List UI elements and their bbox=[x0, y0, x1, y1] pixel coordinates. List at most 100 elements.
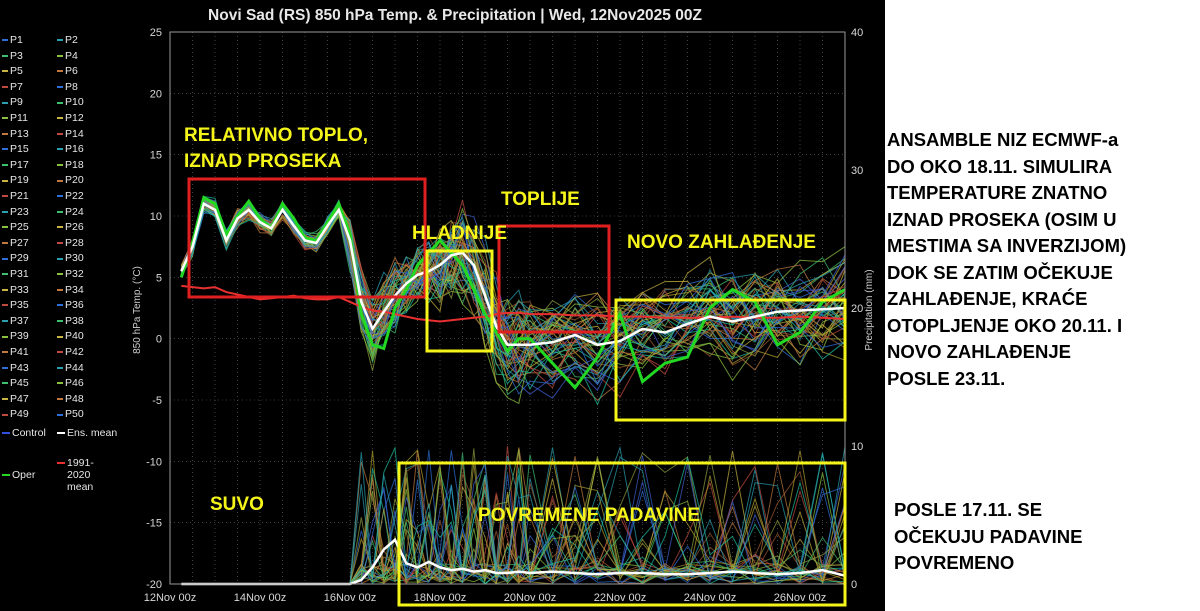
legend-label: P40 bbox=[65, 330, 84, 343]
y-right-tick-label: 20 bbox=[851, 303, 863, 315]
chart-panel: Novi Sad (RS) 850 hPa Temp. & Precipitat… bbox=[0, 0, 885, 611]
legend-label: P18 bbox=[65, 158, 84, 171]
legend-swatch bbox=[2, 382, 8, 385]
chart-title: Novi Sad (RS) 850 hPa Temp. & Precipitat… bbox=[208, 7, 702, 24]
y-right-tick-label: 30 bbox=[851, 165, 863, 177]
ens-mean-line bbox=[180, 201, 846, 347]
legend-swatch bbox=[2, 148, 8, 151]
climate-mean-line bbox=[181, 284, 846, 323]
x-tick-label: 16Nov 00z bbox=[324, 592, 377, 604]
legend-label: P8 bbox=[65, 80, 78, 93]
legend-item: P27 bbox=[2, 237, 29, 249]
y-tick-label: -5 bbox=[152, 395, 162, 407]
new-cooling-annotation: NOVO ZAHLAĐENJE bbox=[627, 232, 816, 253]
y-right-tick-label: 0 bbox=[851, 579, 857, 591]
legend-item: P3 bbox=[2, 50, 23, 62]
legend-label: P3 bbox=[10, 49, 23, 62]
legend-item: P45 bbox=[2, 377, 29, 389]
legend-item: P14 bbox=[57, 128, 84, 140]
y-tick-label: 20 bbox=[150, 88, 162, 100]
legend-swatch bbox=[57, 117, 63, 120]
legend-label: P2 bbox=[65, 34, 78, 46]
legend-swatch bbox=[57, 320, 63, 323]
side-note-line: POSLE 17.11. SE bbox=[894, 499, 1043, 520]
legend-swatch bbox=[57, 148, 63, 151]
y-tick-label: -10 bbox=[146, 456, 162, 468]
legend-label: P4 bbox=[65, 49, 78, 62]
y-right-tick-label: 40 bbox=[851, 27, 863, 39]
legend-item: P36 bbox=[57, 299, 84, 311]
legend-swatch bbox=[57, 179, 63, 182]
legend-label: P31 bbox=[10, 268, 29, 280]
legend-item: P44 bbox=[57, 362, 84, 374]
legend-swatch bbox=[2, 335, 8, 338]
legend-swatch bbox=[2, 474, 10, 477]
legend-swatch bbox=[2, 117, 8, 120]
legend-label: P23 bbox=[10, 205, 29, 218]
legend-label: P43 bbox=[10, 361, 29, 374]
legend-swatch bbox=[57, 462, 65, 465]
legend-label: P41 bbox=[10, 346, 29, 358]
legend-swatch bbox=[57, 210, 63, 213]
legend-swatch bbox=[2, 179, 8, 182]
legend-swatch bbox=[2, 195, 8, 198]
legend-label: P13 bbox=[10, 127, 29, 140]
x-tick-label: 20Nov 00z bbox=[504, 592, 557, 604]
legend-label: P34 bbox=[65, 283, 84, 296]
legend-label: P20 bbox=[65, 174, 84, 187]
legend-item: P2 bbox=[57, 34, 78, 46]
legend-item: P19 bbox=[2, 174, 29, 186]
legend-item: Ens. mean bbox=[57, 427, 117, 439]
legend-item: P37 bbox=[2, 315, 29, 327]
legend-label: Oper bbox=[12, 469, 36, 481]
legend-item: P15 bbox=[2, 143, 29, 155]
legend-label: P12 bbox=[65, 112, 84, 124]
legend-item: P18 bbox=[57, 159, 84, 171]
chart-svg: Novi Sad (RS) 850 hPa Temp. & Precipitat… bbox=[132, 7, 875, 607]
x-tick-label: 22Nov 00z bbox=[594, 592, 647, 604]
legend-item: P4 bbox=[57, 50, 78, 62]
legend-label: Ens. mean bbox=[67, 427, 118, 439]
legend-swatch bbox=[2, 226, 8, 229]
legend-swatch bbox=[57, 39, 63, 42]
legend-item: P31 bbox=[2, 268, 29, 280]
legend-label: P35 bbox=[10, 299, 29, 312]
legend-label: P9 bbox=[10, 96, 23, 109]
legend-swatch bbox=[57, 304, 63, 307]
legend-label: P14 bbox=[65, 127, 84, 140]
legend-item: P12 bbox=[57, 112, 84, 124]
legend-label: P1 bbox=[10, 34, 23, 46]
legend-swatch bbox=[2, 210, 8, 213]
y-tick-label: 5 bbox=[156, 272, 162, 284]
periodic-precip-box bbox=[397, 461, 847, 607]
ensemble-member-line bbox=[180, 203, 846, 382]
side-note-line: OČEKUJU PADAVINE bbox=[894, 525, 1083, 547]
ensemble-member-line bbox=[180, 203, 846, 371]
side-note-line: POVREMENO bbox=[894, 552, 1015, 573]
legend-item: P26 bbox=[57, 221, 84, 233]
legend-item: P23 bbox=[2, 206, 29, 218]
legend-swatch bbox=[2, 288, 8, 291]
legend-item: P32 bbox=[57, 268, 84, 280]
legend-item: P30 bbox=[57, 252, 84, 264]
legend-label: P26 bbox=[65, 221, 84, 234]
legend-item: P10 bbox=[57, 96, 84, 108]
ensemble-member-line bbox=[180, 205, 846, 348]
legend-label: P17 bbox=[10, 158, 29, 171]
legend-swatch bbox=[2, 242, 8, 245]
legend-item: P49 bbox=[2, 408, 29, 420]
legend-swatch bbox=[57, 242, 63, 245]
warm-period-box bbox=[187, 177, 427, 299]
x-tick-label: 12Nov 00z bbox=[144, 592, 197, 604]
y-tick-label: -20 bbox=[146, 579, 162, 591]
new-cooling-box bbox=[614, 298, 847, 422]
legend-item: P20 bbox=[57, 174, 84, 186]
legend-label: P24 bbox=[65, 205, 84, 218]
legend-item: P6 bbox=[57, 65, 78, 77]
legend-swatch bbox=[57, 432, 65, 435]
legend-swatch bbox=[2, 366, 8, 369]
legend-swatch bbox=[2, 320, 8, 323]
legend-label: P16 bbox=[65, 143, 84, 156]
colder-annotation: HLADNIJE bbox=[412, 223, 508, 244]
legend-item: Oper bbox=[2, 469, 35, 481]
